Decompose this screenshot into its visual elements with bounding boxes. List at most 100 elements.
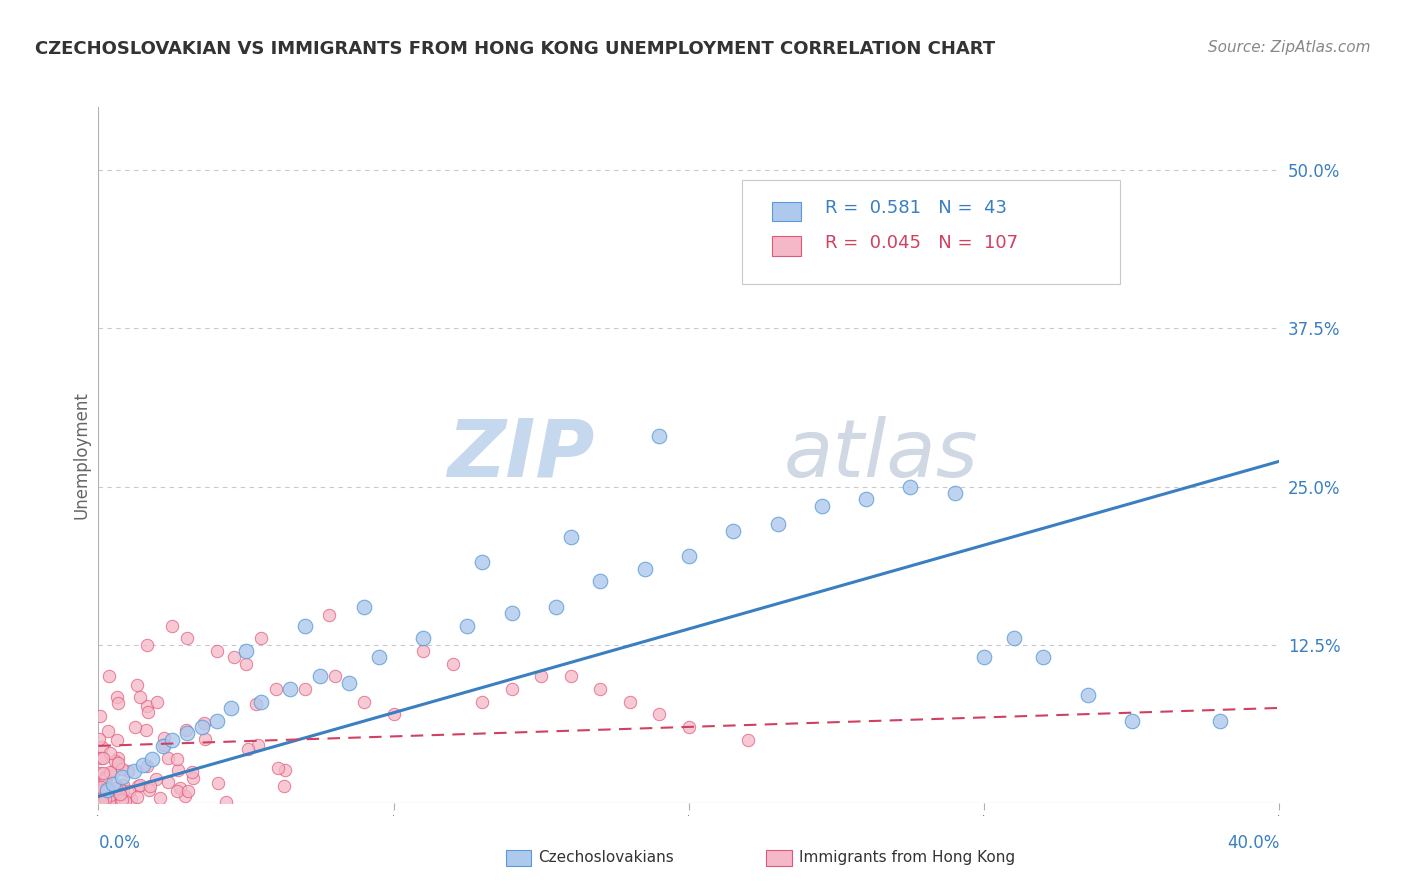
Point (111, 762, 134, 776)
Point (318, 607, 340, 622)
Point (236, 742, 259, 756)
Point (648, 707, 671, 722)
Point (139, 779, 162, 793)
Point (112, 778, 135, 792)
Point (589, 574, 612, 589)
Point (560, 669, 582, 683)
Point (98, 794, 121, 808)
Point (93, 779, 115, 793)
Point (166, 751, 188, 765)
Point (108, 780, 131, 795)
Point (162, 618, 183, 632)
Point (127, 779, 149, 793)
Point (152, 739, 174, 753)
Point (117, 764, 139, 779)
Point (546, 599, 568, 614)
Point (471, 695, 494, 709)
Point (96, 790, 118, 805)
Bar (772, 236, 801, 256)
Point (678, 549, 700, 563)
Point (96, 767, 118, 781)
Point (457, 618, 479, 632)
Point (205, 714, 228, 728)
Point (96, 783, 118, 797)
Point (96, 772, 118, 787)
Point (183, 771, 205, 785)
Point (135, 723, 157, 737)
Point (339, 675, 361, 690)
Point (135, 638, 157, 652)
Point (132, 757, 155, 772)
Point (89, 708, 111, 723)
Text: R =  0.045   N =  107: R = 0.045 N = 107 (825, 234, 1018, 252)
Point (87, 732, 110, 747)
Point (250, 695, 273, 709)
Point (100, 795, 122, 809)
Point (294, 618, 316, 632)
Point (855, 492, 877, 507)
Text: R =  0.581   N =  43: R = 0.581 N = 43 (825, 199, 1007, 217)
Point (98, 788, 121, 802)
Point (91, 751, 114, 765)
Point (149, 790, 172, 805)
Point (266, 762, 288, 776)
Point (90, 740, 112, 755)
Point (530, 669, 553, 683)
Point (235, 657, 257, 671)
Point (273, 763, 295, 777)
Point (162, 732, 183, 747)
Point (1077, 688, 1099, 702)
Text: ZIP: ZIP (447, 416, 595, 494)
Point (191, 720, 214, 734)
Text: Immigrants from Hong Kong: Immigrants from Hong Kong (799, 850, 1015, 864)
Point (205, 644, 228, 658)
Point (90, 794, 112, 808)
Point (169, 780, 191, 795)
Text: 0.0%: 0.0% (98, 834, 141, 852)
Point (105, 733, 128, 747)
Point (353, 695, 375, 709)
Point (127, 790, 149, 805)
Y-axis label: Unemployment: Unemployment (72, 391, 90, 519)
Point (93, 783, 115, 797)
Point (181, 764, 204, 779)
Point (141, 751, 163, 765)
Point (107, 756, 129, 771)
Point (723, 524, 745, 538)
Point (129, 690, 152, 704)
Point (107, 751, 129, 765)
Text: atlas: atlas (783, 416, 979, 494)
Point (766, 517, 789, 532)
Point (412, 644, 434, 658)
Point (929, 252, 952, 266)
Point (441, 657, 464, 671)
Point (280, 681, 302, 696)
Point (136, 699, 159, 714)
Point (114, 794, 136, 808)
Text: CZECHOSLOVAKIAN VS IMMIGRANTS FROM HONG KONG UNEMPLOYMENT CORRELATION CHART: CZECHOSLOVAKIAN VS IMMIGRANTS FROM HONG … (35, 40, 995, 58)
Point (264, 681, 287, 696)
Point (589, 681, 612, 696)
Point (273, 779, 295, 793)
Point (105, 690, 128, 705)
Point (900, 479, 922, 493)
Point (176, 632, 198, 646)
Point (737, 732, 759, 747)
Point (619, 695, 641, 709)
Point (107, 785, 129, 799)
Point (98, 765, 121, 780)
Point (125, 678, 148, 692)
Point (118, 784, 141, 798)
Point (353, 599, 375, 614)
Text: Source: ZipAtlas.com: Source: ZipAtlas.com (1208, 40, 1371, 55)
Point (166, 783, 188, 797)
Point (138, 783, 160, 797)
Point (120, 792, 142, 806)
Point (103, 777, 125, 791)
Point (207, 776, 229, 790)
Point (98, 747, 121, 761)
Point (177, 784, 200, 798)
Point (678, 720, 700, 734)
Point (90, 780, 112, 794)
Point (1209, 714, 1232, 728)
